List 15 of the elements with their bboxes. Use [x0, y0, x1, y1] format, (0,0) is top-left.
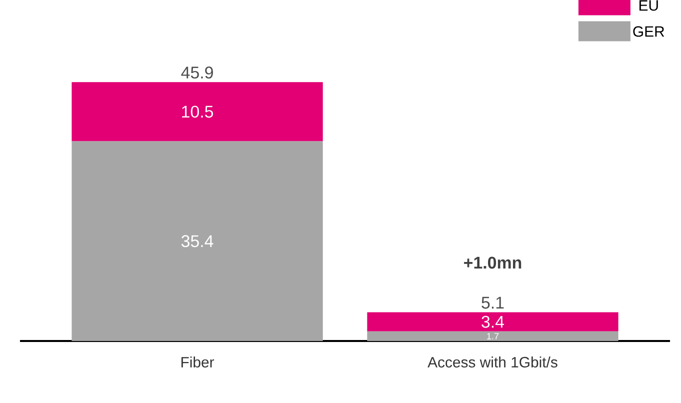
x-tick-label: Fiber [181, 356, 214, 368]
legend-label: GER [633, 26, 664, 37]
bar [367, 312, 618, 332]
annotation: +1.0mn [464, 256, 522, 269]
bar [72, 141, 323, 341]
data-label: 10.5 [182, 106, 214, 118]
data-label: 3.4 [482, 316, 504, 328]
total-label: 5.1 [482, 296, 504, 309]
bar [367, 331, 618, 341]
bar [72, 82, 323, 142]
data-label: 35.4 [181, 235, 214, 248]
x-tick-label: Access with 1Gbit/s [428, 356, 558, 368]
data-label: 1.7 [487, 333, 499, 340]
legend-label: EU [639, 0, 658, 11]
total-label: 45.9 [181, 66, 213, 79]
